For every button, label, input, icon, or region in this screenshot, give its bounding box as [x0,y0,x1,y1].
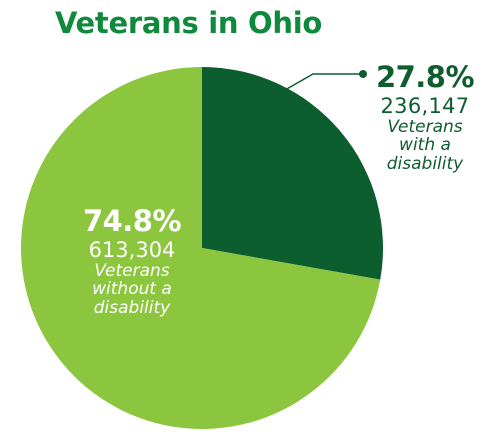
pie-slice-with-disability [202,67,383,280]
slice-count-without-disability: 613,304 [88,238,176,263]
slice-percent-without-disability: 74.8% [82,204,182,238]
slice-percent-with-disability: 27.8% [375,60,475,94]
slice-desc-line-3: disability [386,153,464,174]
slice-label-without-disability: 74.8% 613,304 Veterans without a disabil… [62,204,202,318]
leader-dot [359,70,367,78]
slice-desc-line-3: disability [93,297,171,318]
pie-slice-without-disability [21,66,381,429]
slice-desc-line-2: with a [399,135,451,156]
slice-desc-line-1: Veterans [94,260,170,281]
leader-line [284,73,361,91]
slice-desc-line-2: without a [92,279,172,300]
slice-label-with-disability: 27.8% 236,147 Veterans with a disability [365,60,485,174]
chart-title: Veterans in Ohio [55,6,322,40]
slice-desc-line-1: Veterans [387,116,463,137]
slice-count-with-disability: 236,147 [380,94,470,119]
